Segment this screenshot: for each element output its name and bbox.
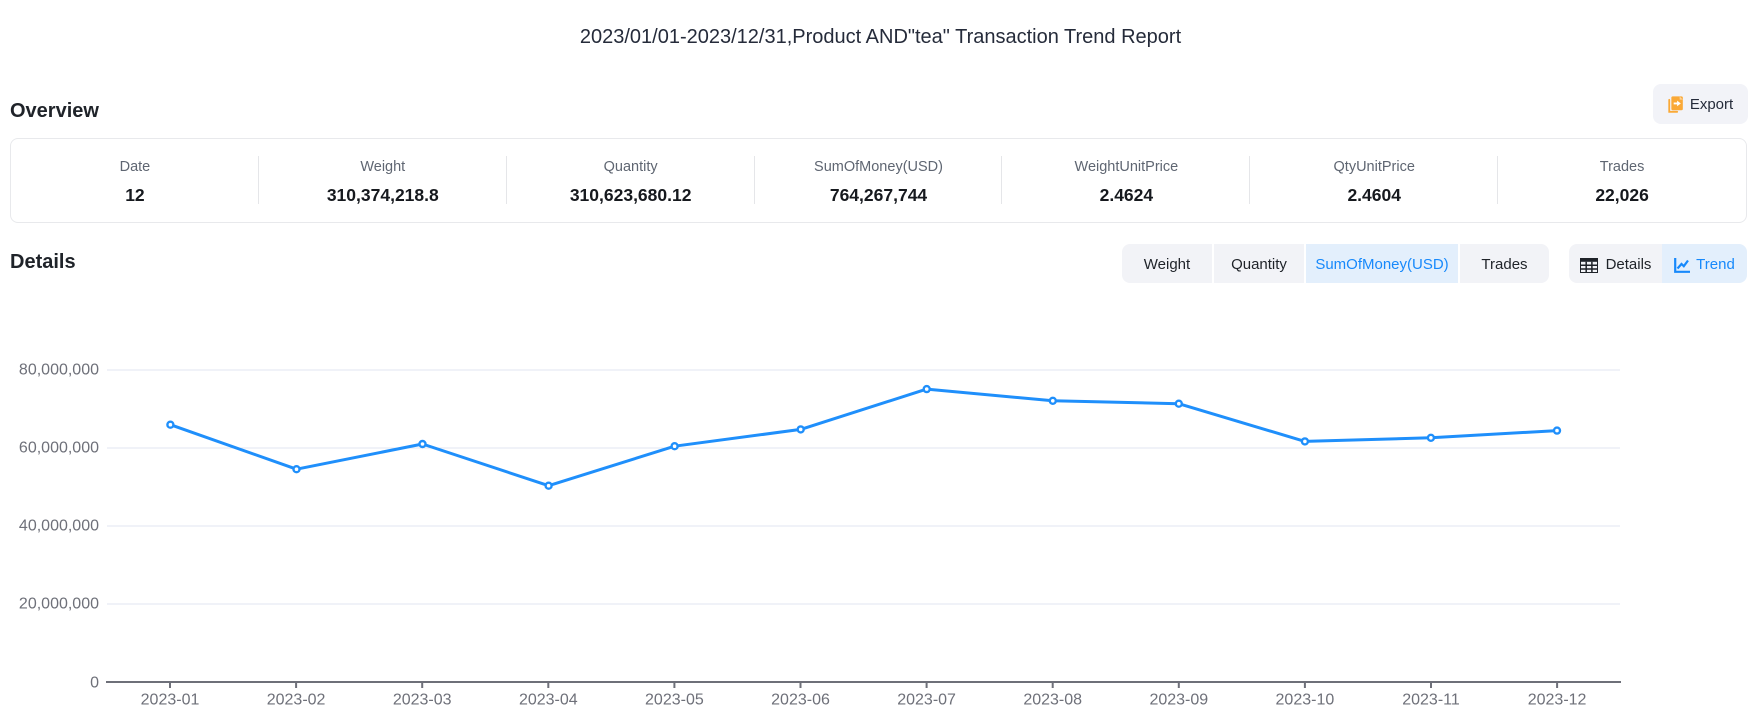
svg-text:2023-03: 2023-03 (393, 692, 452, 709)
svg-text:2023-10: 2023-10 (1276, 692, 1335, 709)
svg-text:2023-11: 2023-11 (1402, 692, 1460, 709)
svg-text:2023-01: 2023-01 (141, 692, 200, 709)
svg-text:2023-05: 2023-05 (645, 692, 704, 709)
svg-text:40,000,000: 40,000,000 (19, 517, 99, 534)
svg-text:2023-09: 2023-09 (1149, 692, 1208, 709)
svg-text:60,000,000: 60,000,000 (19, 439, 99, 456)
svg-text:2023-06: 2023-06 (771, 692, 830, 709)
svg-text:2023-12: 2023-12 (1528, 692, 1587, 709)
svg-text:2023-04: 2023-04 (519, 692, 578, 709)
svg-text:2023-02: 2023-02 (267, 692, 326, 709)
svg-text:2023-08: 2023-08 (1023, 692, 1082, 709)
svg-text:2023-07: 2023-07 (897, 692, 956, 709)
svg-text:20,000,000: 20,000,000 (19, 595, 99, 612)
svg-text:0: 0 (90, 674, 99, 691)
svg-text:80,000,000: 80,000,000 (19, 361, 99, 378)
